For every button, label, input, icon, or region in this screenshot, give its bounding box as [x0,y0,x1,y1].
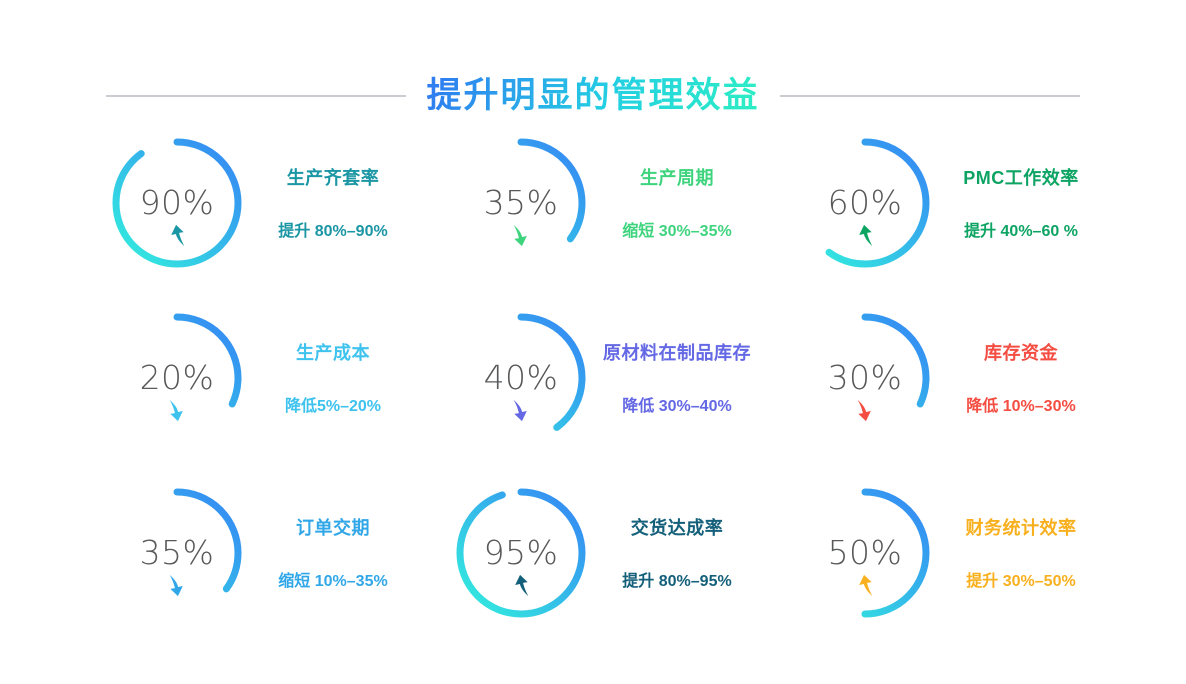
metric-subtitle: 提升 30%–50% [966,573,1076,590]
metric-text: 原材料在制品库存 降低 30%–40% [588,339,766,416]
progress-ring: 35% [112,488,242,618]
metric-title: PMC工作效率 [963,168,1079,188]
metric-text: 交货达成率 提升 80%–95% [588,514,766,591]
progress-arc [800,488,930,617]
metric-card: 30% 库存资金 降低 10%–30% [800,290,1144,465]
progress-ring: 35% [456,138,586,268]
trend-arrow-up-icon [515,574,529,596]
progress-arc [112,138,242,267]
metric-text: 订单交期 缩短 10%–35% [244,514,422,591]
progress-arc [800,138,930,267]
trend-arrow-up-icon [859,574,873,596]
progress-ring: 60% [800,138,930,268]
metric-subtitle: 缩短 30%–35% [622,223,732,240]
metric-card: 95% 交货达成率 提升 80%–95% [456,465,800,640]
percent-value: 60% [827,183,903,222]
trend-arrow-down-icon [513,224,527,246]
metric-card: 35% 生产周期 缩短 30%–35% [456,115,800,290]
trend-arrow-down-icon [857,399,871,421]
metric-text: 财务统计效率 提升 30%–50% [932,514,1110,591]
progress-arc [456,138,586,267]
trend-arrow-down-icon [169,574,183,596]
trend-arrow-down-icon [169,399,183,421]
metric-subtitle: 缩短 10%–35% [278,573,388,590]
metric-subtitle: 提升 80%–95% [622,573,732,590]
percent-value: 20% [139,358,215,397]
percent-value: 40% [483,358,559,397]
percent-value: 90% [139,183,215,222]
metric-text: 库存资金 降低 10%–30% [932,339,1110,416]
metric-subtitle: 提升 80%–90% [278,223,388,240]
progress-ring: 95% [456,488,586,618]
progress-arc [456,313,586,442]
metric-text: PMC工作效率 提升 40%–60 % [932,164,1110,241]
metric-subtitle: 降低 30%–40% [622,398,732,415]
metric-text: 生产成本 降低5%–20% [244,339,422,416]
metric-card: 35% 订单交期 缩短 10%–35% [112,465,456,640]
metric-card: 90% 生产齐套率 提升 80%–90% [112,115,456,290]
metric-title: 生产齐套率 [286,168,380,188]
trend-arrow-up-icon [171,224,185,246]
trend-arrow-up-icon [859,224,873,246]
trend-arrow-down-icon [513,399,527,421]
progress-arc [112,488,242,617]
metric-card: 50% 财务统计效率 提升 30%–50% [800,465,1144,640]
metric-text: 生产齐套率 提升 80%–90% [244,164,422,241]
metric-title: 订单交期 [296,518,370,538]
percent-value: 95% [483,533,559,572]
page-title: 提升明显的管理效益 [426,73,759,119]
metric-text: 生产周期 缩短 30%–35% [588,164,766,241]
progress-ring: 30% [800,313,930,443]
metric-title: 库存资金 [984,343,1058,363]
metric-card: 60% PMC工作效率 提升 40%–60 % [800,115,1144,290]
metrics-grid: 90% 生产齐套率 提升 80%–90% 35% 生 [112,115,1144,640]
metric-title: 生产周期 [640,168,714,188]
percent-value: 50% [827,533,903,572]
metric-subtitle: 降低5%–20% [284,398,382,415]
header: 提升明显的管理效益 [0,50,1186,142]
progress-arc [800,313,930,442]
title-rule-right [779,95,1080,98]
metric-subtitle: 降低 10%–30% [966,398,1076,415]
progress-ring: 40% [456,313,586,443]
percent-value: 30% [827,358,903,397]
metric-title: 原材料在制品库存 [603,343,751,363]
progress-arc [456,488,586,617]
metric-title: 生产成本 [296,343,370,363]
metric-subtitle: 提升 40%–60 % [964,223,1078,240]
title-rule-left [106,95,407,98]
progress-arc [112,313,242,442]
percent-value: 35% [139,533,215,572]
metric-card: 40% 原材料在制品库存 降低 30%–40% [456,290,800,465]
progress-ring: 90% [112,138,242,268]
metric-title: 财务统计效率 [965,518,1077,538]
progress-ring: 20% [112,313,242,443]
metric-card: 20% 生产成本 降低5%–20% [112,290,456,465]
progress-ring: 50% [800,488,930,618]
percent-value: 35% [483,183,559,222]
metric-title: 交货达成率 [630,518,724,538]
